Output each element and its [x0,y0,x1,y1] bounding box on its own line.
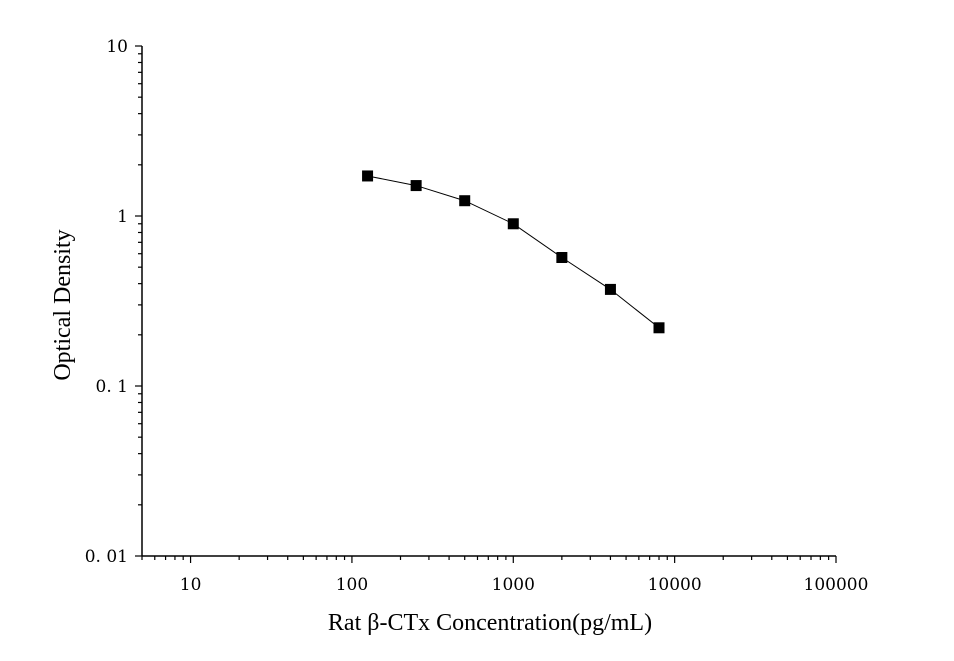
y-tick-label: 10 [106,37,128,57]
x-tick-label: 10000 [648,575,702,595]
data-series [362,170,665,334]
series-line [367,175,660,329]
data-point [556,252,568,264]
data-point [362,170,374,182]
x-axis-ticks: 10 100 1000 10000 100000 [141,556,869,595]
y-tick-label: 1 [117,207,128,227]
y-axis-title: Optical Density [50,229,76,380]
x-tick-label: 10 [180,575,202,595]
data-point [507,218,519,230]
y-axis-ticks: 0. 01 0. 1 1 10 [85,37,142,567]
data-point [653,322,665,334]
x-tick-label: 100 [336,575,368,595]
data-point [410,180,422,192]
axes [141,46,836,557]
x-tick-label: 1000 [492,575,535,595]
data-point [459,195,471,207]
data-point [604,283,616,295]
x-tick-label: 100000 [804,575,869,595]
y-tick-label: 0. 01 [85,547,128,567]
x-axis-title: Rat β-CTx Concentration(pg/mL) [328,610,652,636]
y-tick-label: 0. 1 [96,377,128,397]
